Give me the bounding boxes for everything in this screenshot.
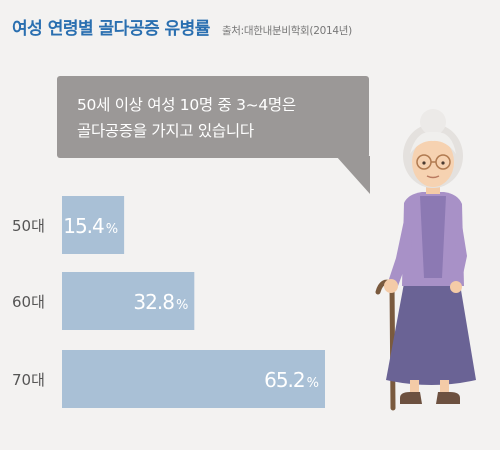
bubble-text: 50세 이상 여성 10명 중 3~4명은 골다공증을 가지고 있습니다 (77, 92, 296, 144)
category-label: 50대 (12, 217, 45, 235)
bubble-line-1: 50세 이상 여성 10명 중 3~4명은 (77, 96, 296, 114)
value-label: 65.2% (264, 368, 319, 392)
bar (62, 350, 325, 408)
bar (62, 272, 195, 330)
bar (62, 196, 125, 254)
speech-bubble: 50세 이상 여성 10명 중 3~4명은 골다공증을 가지고 있습니다 (57, 76, 369, 158)
value-label: 15.4% (63, 214, 118, 238)
speech-bubble-tail (336, 156, 370, 194)
category-label: 60대 (12, 293, 45, 311)
grandmother-illustration (375, 109, 476, 411)
title-row: 여성 연령별 골다공증 유병률 출처:대한내분비학회(2014년) (12, 14, 352, 39)
source-note: 출처:대한내분비학회(2014년) (221, 25, 352, 37)
bubble-line-2: 골다공증을 가지고 있습니다 (77, 122, 254, 140)
chart-title: 여성 연령별 골다공증 유병률 (12, 19, 210, 39)
category-label: 70대 (12, 371, 45, 389)
value-label: 32.8% (133, 290, 188, 314)
